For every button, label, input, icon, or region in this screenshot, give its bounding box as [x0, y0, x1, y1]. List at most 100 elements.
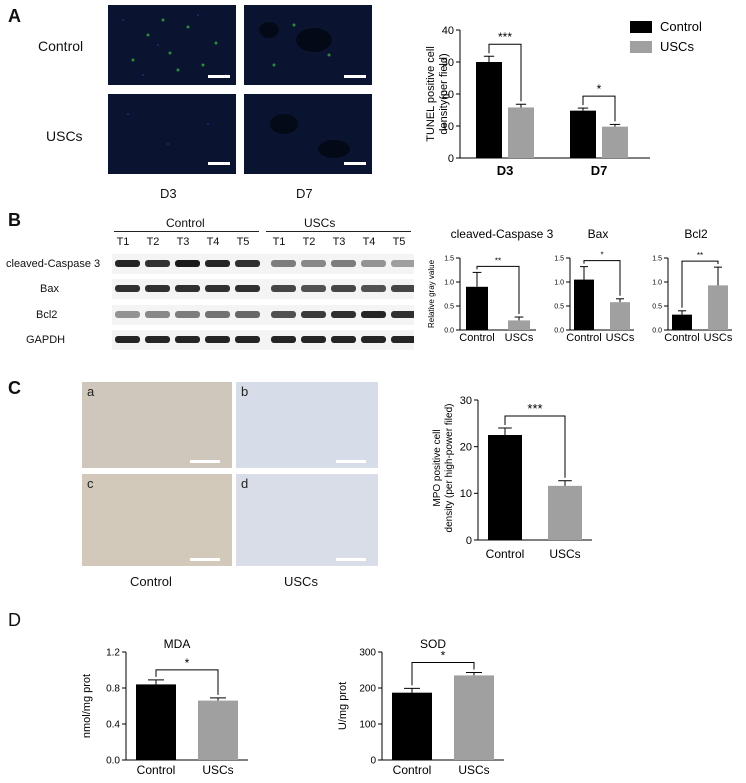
western-band: [205, 311, 230, 318]
panel-letter-a: A: [8, 6, 21, 26]
lane-label: T5: [392, 236, 406, 248]
y-tick-label: 0.4: [106, 720, 120, 731]
lane-label: T1: [116, 236, 130, 248]
x-category-label: D7: [591, 163, 608, 178]
western-band: [145, 260, 170, 267]
tunel-image-control-d7: [244, 5, 372, 85]
scale-bar: [336, 558, 366, 561]
x-category-label: USCs: [202, 763, 233, 777]
western-band: [391, 285, 416, 292]
chart-title: Bax: [588, 227, 609, 241]
y-axis-label: nmol/mg prot: [81, 674, 93, 738]
y-tick-label: 300: [359, 648, 376, 659]
western-band: [361, 285, 386, 292]
x-category-label: D3: [497, 163, 514, 178]
y-tick-label: 1.0: [554, 279, 564, 286]
mpo-bar-chart: MPO positive cell density (per high-power…: [432, 395, 592, 561]
caspase3-bar-chart: cleaved-Caspase 3 Relative gray value 0.0 0…: [427, 227, 554, 344]
ihc-image-c: c: [82, 474, 232, 566]
chart-title: cleaved-Caspase 3: [451, 227, 554, 241]
western-band: [235, 260, 260, 267]
bar: [198, 700, 238, 760]
y-axis-label-line1: TUNEL positive cell: [425, 46, 437, 142]
western-band: [235, 311, 260, 318]
bar: [574, 279, 594, 330]
y-tick-label: 1.5: [444, 255, 454, 262]
y-tick-label: 1.2: [106, 648, 120, 659]
y-tick-label: 200: [359, 684, 376, 695]
row-label-control: Control: [38, 38, 84, 54]
lane-label: T2: [146, 236, 160, 248]
significance-label: ***: [498, 30, 512, 44]
lane-label: T1: [272, 236, 286, 248]
scale-bar: [336, 460, 366, 463]
significance-label: **: [697, 251, 703, 260]
y-tick-label: 0.5: [554, 303, 564, 310]
x-category-label: USCs: [458, 763, 489, 777]
y-tick-label: 100: [359, 720, 376, 731]
western-band: [175, 285, 200, 292]
significance-label: ***: [527, 401, 542, 416]
image-tag-a: a: [87, 384, 95, 399]
panel-letter-b: B: [8, 210, 21, 230]
y-tick-label: 1.0: [652, 279, 662, 286]
western-band: [115, 285, 140, 292]
western-band: [115, 336, 140, 343]
y-tick-label: 1.5: [652, 255, 662, 262]
bax-bar-chart: Bax 0.0 0.5 1.0 1.5 * Control USCs: [554, 227, 635, 344]
scale-bar: [344, 162, 366, 165]
band-label-bax: Bax: [40, 283, 59, 295]
y-axis-label: U/mg prot: [337, 682, 349, 730]
significance-bracket: [504, 415, 566, 478]
group-underline-control: [114, 231, 259, 232]
western-band: [205, 260, 230, 267]
legend-label: Control: [660, 19, 702, 34]
bar: [602, 126, 628, 158]
ihc-image-a: a: [82, 382, 232, 468]
band-label-caspase3: cleaved-Caspase 3: [6, 258, 101, 270]
bar: [610, 302, 630, 330]
western-band: [361, 336, 386, 343]
sod-bar-chart: SOD U/mg prot 0 100 200 300 * Control USCs: [337, 637, 504, 777]
western-band: [391, 311, 416, 318]
y-tick-label: 0.5: [652, 303, 662, 310]
group-underline-uscs: [266, 231, 411, 232]
y-tick-label: 0.0: [554, 327, 564, 334]
western-band: [331, 260, 356, 267]
y-tick-label: 0.0: [444, 327, 454, 334]
western-band: [145, 311, 170, 318]
bar: [508, 320, 530, 330]
image-tag-c: c: [87, 476, 94, 491]
western-band: [205, 285, 230, 292]
y-tick-label: 10: [442, 121, 454, 133]
western-band: [235, 285, 260, 292]
western-band: [391, 336, 416, 343]
western-band: [205, 336, 230, 343]
lane-label: T2: [302, 236, 316, 248]
x-category-label: USCs: [549, 547, 580, 561]
lane-label: T4: [206, 236, 220, 248]
lane-label: T4: [362, 236, 376, 248]
significance-bracket: [488, 43, 522, 102]
y-tick-label: 0.0: [652, 327, 662, 334]
blot-strip-gapdh: [112, 330, 416, 350]
bcl2-bar-chart: Bcl2 0.0 0.5 1.0 1.5 ** Control USCs: [652, 227, 733, 344]
significance-label: *: [600, 251, 603, 260]
y-axis-label-line2: density (per high-power filed): [444, 404, 455, 533]
y-tick-label: 10: [460, 488, 472, 500]
blot-group-control: Control: [166, 216, 205, 230]
western-band: [271, 260, 296, 267]
bar: [476, 62, 502, 158]
blot-strip-caspase3: [112, 254, 416, 274]
western-band: [175, 311, 200, 318]
y-tick-label: 1.5: [554, 255, 564, 262]
lane-label: T3: [176, 236, 190, 248]
y-axis-label-line1: MPO positive cell: [432, 429, 443, 506]
x-category-label: USCs: [704, 332, 733, 344]
y-tick-label: 0.0: [106, 756, 120, 767]
bar: [136, 684, 176, 760]
western-band: [391, 260, 416, 267]
image-tag-b: b: [241, 384, 249, 399]
y-tick-label: 0.8: [106, 684, 120, 695]
western-band: [331, 336, 356, 343]
